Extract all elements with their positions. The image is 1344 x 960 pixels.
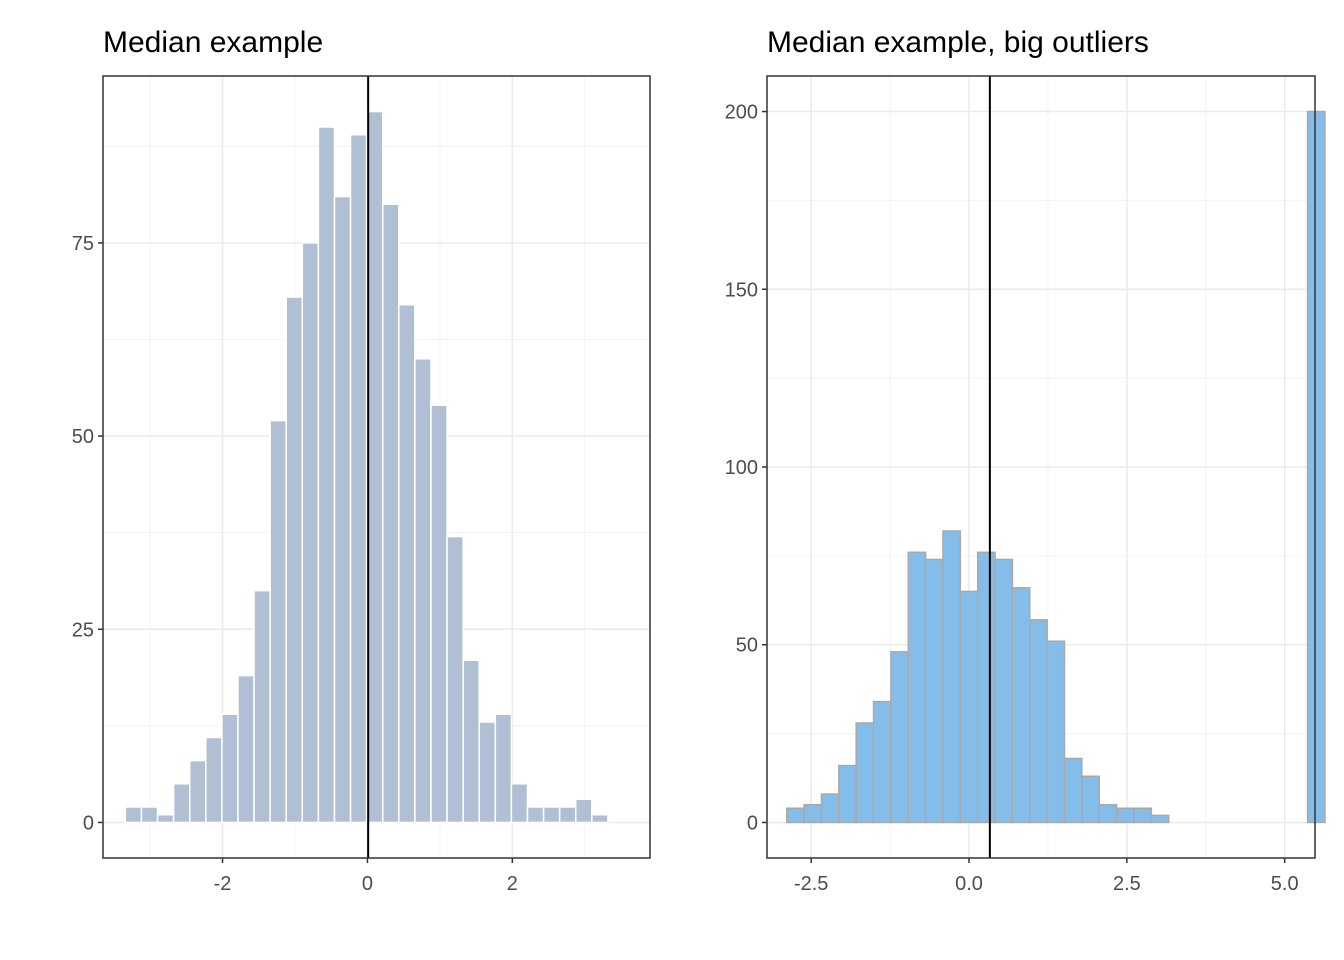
panel-border-left xyxy=(102,75,651,859)
histogram-bar-left xyxy=(124,806,143,824)
histogram-bar-right xyxy=(1133,807,1153,824)
histogram-bar-left xyxy=(140,806,159,824)
histogram-bar-right xyxy=(1011,587,1031,824)
chart-title-right: Median example, big outliers xyxy=(767,26,1149,59)
x-tick-label-left: -2 xyxy=(214,873,232,895)
x-tick-label-right: -2.5 xyxy=(794,873,828,895)
y-tick-label-right: 150 xyxy=(725,279,758,301)
histogram-bar-left xyxy=(188,759,207,824)
histogram-bar-left xyxy=(414,358,432,824)
histogram-bar-right xyxy=(803,803,823,824)
histogram-bar-left xyxy=(558,806,577,824)
histogram-bar-right xyxy=(907,551,927,824)
histogram-bar-right xyxy=(1098,803,1118,824)
histogram-bar-left xyxy=(542,806,561,824)
histogram-bar-left xyxy=(381,203,400,824)
histogram-bar-left xyxy=(349,133,368,824)
histogram-bar-right xyxy=(1081,775,1100,824)
histogram-bar-left xyxy=(574,798,593,824)
histogram-bar-right xyxy=(785,807,805,824)
histogram-bar-right xyxy=(1063,757,1083,824)
histogram-bar-left xyxy=(221,713,239,824)
x-tick-label-right: 0.0 xyxy=(955,873,983,895)
histogram-bar-left xyxy=(510,783,529,824)
y-tick-label-left: 25 xyxy=(72,619,94,641)
histogram-bar-right xyxy=(1306,110,1326,824)
histogram-bar-right xyxy=(994,558,1014,824)
histogram-bar-right xyxy=(872,700,892,824)
histogram-bar-right xyxy=(942,530,962,824)
histogram-bar-left xyxy=(446,535,464,824)
histogram-bar-left xyxy=(253,589,271,824)
y-tick-label-right: 100 xyxy=(725,457,758,479)
histogram-bar-left xyxy=(591,813,609,824)
histogram-bar-left xyxy=(430,404,448,824)
histogram-bar-right xyxy=(820,793,840,824)
y-tick-label-left: 0 xyxy=(83,812,94,834)
histogram-bar-left xyxy=(156,813,175,824)
histogram-bar-left xyxy=(301,242,320,824)
histogram-bar-right xyxy=(959,590,979,824)
histogram-bar-left xyxy=(494,713,513,824)
histogram-bar-right xyxy=(838,764,857,824)
x-tick-label-left: 2 xyxy=(507,873,518,895)
histogram-bar-right xyxy=(1150,814,1170,824)
y-tick-label-right: 200 xyxy=(725,102,758,124)
chart-title-left: Median example xyxy=(103,26,324,59)
histogram-bar-left xyxy=(269,419,287,824)
y-tick-label-left: 75 xyxy=(72,233,94,255)
histogram-bar-left xyxy=(462,659,480,824)
histogram-bar-right xyxy=(890,651,910,824)
histogram-bar-left xyxy=(333,195,352,824)
histogram-bar-left xyxy=(285,296,304,824)
histogram-bar-right xyxy=(1029,619,1048,824)
histogram-bar-left xyxy=(237,674,255,824)
histogram-bar-right xyxy=(1115,807,1135,824)
x-tick-label-left: 0 xyxy=(362,873,373,895)
x-tick-label-right: 2.5 xyxy=(1113,873,1141,895)
histogram-bar-left xyxy=(172,783,191,824)
histogram-bar-left xyxy=(317,126,336,824)
histogram-bar-right xyxy=(924,558,944,824)
histogram-bar-right xyxy=(1046,640,1066,824)
histogram-bar-left xyxy=(398,303,416,824)
histogram-bar-left xyxy=(205,736,223,824)
histogram-bar-left xyxy=(526,806,545,824)
histogram-bar-right xyxy=(855,722,875,824)
histogram-bar-left xyxy=(478,721,497,824)
x-tick-label-right: 5.0 xyxy=(1271,873,1299,895)
y-tick-label-right: 50 xyxy=(736,635,758,657)
histogram-bar-right xyxy=(976,551,996,824)
y-tick-label-right: 0 xyxy=(747,812,758,834)
y-tick-label-left: 50 xyxy=(72,426,94,448)
